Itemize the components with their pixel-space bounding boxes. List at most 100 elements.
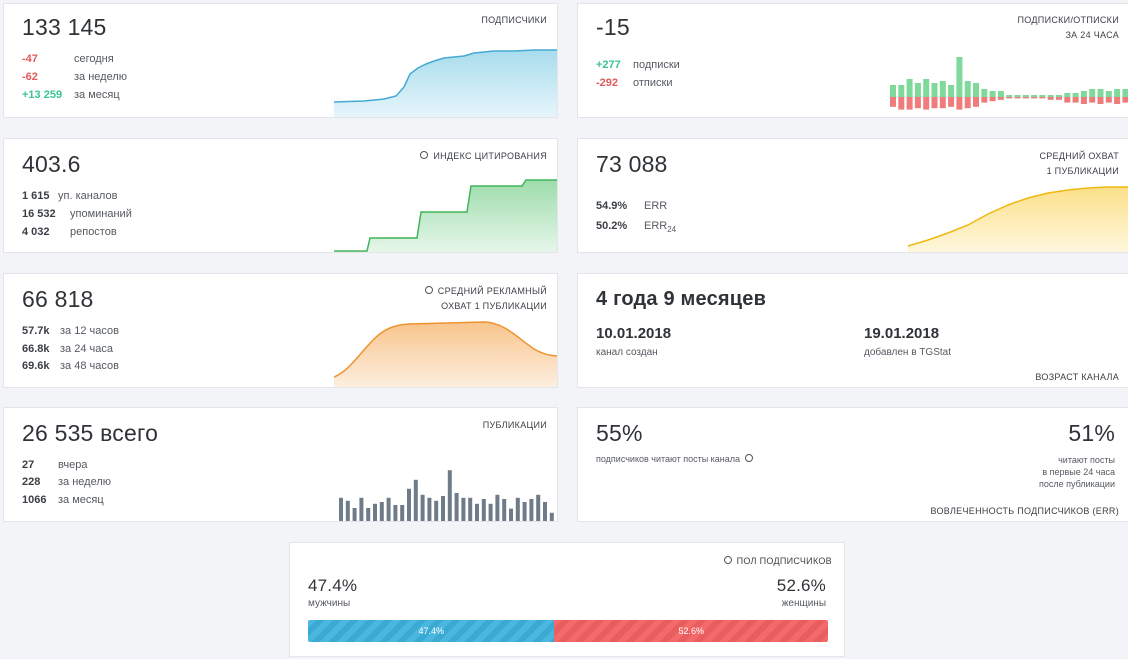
subs-down-bar: [931, 97, 938, 109]
posts-yesterday: 27 вчера: [22, 459, 88, 471]
posts-bar: [454, 493, 459, 521]
ad-reach-card[interactable]: 66 818 СРЕДНИЙ РЕКЛАМНЫЙ ОХВАТ 1 ПУБЛИКАЦ…: [3, 273, 558, 388]
subs-down-bar: [1006, 97, 1013, 99]
gender-card[interactable]: ПОЛ ПОДПИСЧИКОВ 47.4% мужчины 52.6% женщ…: [289, 542, 845, 657]
ad-reach-12h: 57.7k за 12 часов: [22, 325, 119, 337]
ad-reach-48h: 69.6k за 48 часов: [22, 360, 119, 372]
posts-bar: [441, 496, 445, 521]
subs-down-bar: [1080, 97, 1087, 104]
err-left-desc: подписчиков читают посты канала: [596, 454, 758, 464]
subs-up-bar: [956, 57, 963, 97]
subs-down-bar: [898, 97, 905, 110]
subs-up-bar: [1022, 95, 1029, 97]
ad-reach-line: [334, 321, 557, 378]
subs-up-bar: [973, 83, 979, 97]
subs-down-bar: [1014, 97, 1021, 99]
reach-area-chart: [908, 186, 1128, 252]
female-segment: 52.6%: [554, 620, 828, 642]
subs-up-bar: [1047, 95, 1054, 97]
help-icon[interactable]: [723, 556, 732, 564]
subs-down-bar: [1072, 97, 1079, 103]
subs-24h-left: -292 отписки: [596, 77, 673, 89]
subs-24h-label: ПОДПИСКИ/ОТПИСКИ ЗА 24 ЧАСА: [1017, 15, 1119, 40]
subs-down-bar: [981, 97, 988, 103]
reach-line: [908, 186, 1128, 247]
subs-up-bar: [1105, 91, 1112, 97]
posts-bar: [522, 502, 527, 521]
subs-down-bar: [997, 97, 1004, 100]
posts-bar: [420, 494, 425, 521]
subscribers-today: -47 сегодня: [22, 53, 114, 65]
posts-bar: [447, 470, 452, 521]
subs-up-bar: [923, 79, 930, 97]
posts-bar: [529, 499, 534, 521]
reach-err: 54.9% ERR: [596, 200, 668, 212]
created-label: канал создан: [596, 347, 658, 358]
posts-bar: [379, 502, 384, 521]
posts-bar: [509, 508, 513, 521]
reach-value: 73 088: [596, 151, 668, 177]
female-value: 52.6%: [776, 576, 826, 595]
subs-24h-bar-chart: [890, 57, 1128, 110]
posts-label: ПУБЛИКАЦИИ: [482, 420, 547, 430]
subscribers-line: [334, 49, 557, 103]
male-value: 47.4%: [308, 576, 358, 595]
subs-down-bar: [939, 97, 946, 109]
female-label: женщины: [781, 598, 826, 609]
posts-bar: [413, 479, 418, 521]
subscribers-card[interactable]: 133 145 ПОДПИСЧИКИ -47 сегодня -62 за неде…: [3, 3, 558, 118]
posts-bar: [366, 508, 371, 521]
subs-up-bar: [1089, 89, 1096, 97]
posts-bar: [495, 494, 500, 521]
posts-bar: [407, 488, 411, 521]
subs-down-bar: [1031, 97, 1038, 99]
posts-bar: [515, 497, 520, 521]
help-icon[interactable]: [744, 454, 753, 462]
subscribers-area: [334, 50, 557, 117]
subs-down-bar: [1056, 97, 1062, 100]
subscribers-count: 133 145: [22, 14, 107, 40]
posts-bar: [393, 505, 398, 521]
subscribers-month: +13 259 за месяц: [22, 89, 120, 101]
subs-up-bar: [1014, 95, 1021, 97]
posts-card[interactable]: 26 535 всего ПУБЛИКАЦИИ 27 вчера 228 за не…: [3, 407, 558, 522]
subs-up-bar: [964, 81, 971, 97]
subscribers-label: ПОДПИСЧИКИ: [481, 15, 547, 25]
posts-bar: [400, 505, 405, 521]
citation-mentions: 16 532 упоминаний: [22, 208, 132, 220]
citation-card[interactable]: 403.6 ИНДЕКС ЦИТИРОВАНИЯ 1 615 уп. канало…: [3, 138, 558, 253]
citation-step-chart: [334, 179, 557, 252]
posts-total: 26 535 всего: [22, 420, 159, 446]
err-card[interactable]: 55% подписчиков читают посты канала 51% …: [577, 407, 1128, 522]
subs-up-bar: [1080, 91, 1087, 97]
subs-up-bar: [1006, 95, 1013, 97]
subs-up-bar: [1056, 95, 1062, 97]
subs-down-bar: [1114, 97, 1121, 104]
subs-24h-card[interactable]: -15 ПОДПИСКИ/ОТПИСКИ ЗА 24 ЧАСА +277 подпи…: [577, 3, 1128, 118]
posts-bar-chart: [339, 470, 554, 521]
created-date: 10.01.2018: [596, 325, 672, 342]
help-icon[interactable]: [420, 151, 429, 159]
added-date: 19.01.2018: [864, 325, 940, 342]
subs-up-bar: [1122, 89, 1128, 97]
citation-channels: 1 615 уп. каналов: [22, 190, 118, 202]
subscribers-week: -62 за неделю: [22, 71, 128, 83]
reach-card[interactable]: 73 088 СРЕДНИЙ ОХВАТ 1 ПУБЛИКАЦИИ 54.9% ER…: [577, 138, 1128, 253]
ad-reach-value: 66 818: [22, 286, 94, 312]
subs-down-bar: [989, 97, 996, 102]
ad-reach-area-chart: [334, 321, 557, 387]
subs-down-bar: [1105, 97, 1112, 103]
err-right-value: 51%: [1068, 420, 1115, 446]
err-left-value: 55%: [596, 420, 643, 446]
help-icon[interactable]: [424, 286, 433, 294]
posts-month: 1066 за месяц: [22, 494, 104, 506]
reach-label: СРЕДНИЙ ОХВАТ 1 ПУБЛИКАЦИИ: [1039, 151, 1119, 176]
subs-up-bar: [890, 85, 896, 97]
gender-bar: 47.4% 52.6%: [308, 620, 828, 642]
age-card[interactable]: 4 года 9 месяцев 10.01.2018 канал создан…: [577, 273, 1128, 388]
subs-down-bar: [890, 97, 896, 107]
posts-bar: [352, 508, 357, 521]
citation-area: [334, 180, 557, 252]
posts-bar: [339, 497, 343, 521]
subs-up-bar: [948, 85, 955, 97]
